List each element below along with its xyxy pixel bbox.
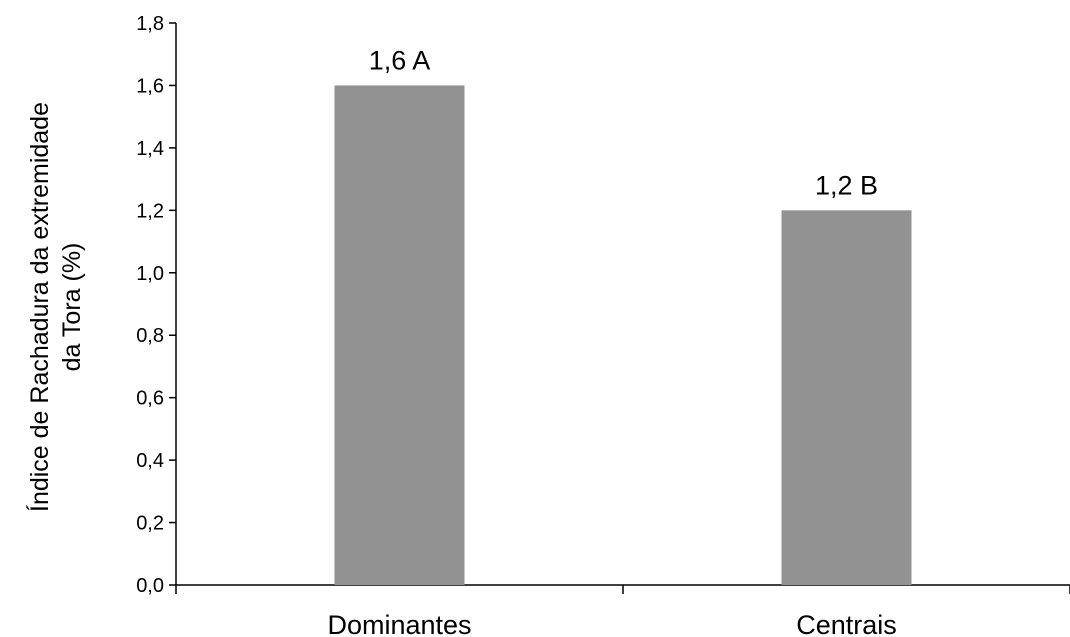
y-tick-label: 0,2 <box>136 513 164 535</box>
bar-centrais <box>781 210 912 586</box>
y-tick-label: 0,0 <box>136 575 164 597</box>
y-tick-label: 1,2 <box>136 200 164 222</box>
y-tick-label: 0,6 <box>136 388 164 410</box>
y-tick-label: 1,6 <box>136 75 164 97</box>
y-tick-label: 1,8 <box>136 13 164 35</box>
y-tick-label: 1,0 <box>136 263 164 285</box>
y-tick-label: 1,4 <box>136 138 164 160</box>
y-axis-title-line-1: Índice de Rachadura da extremidade <box>25 102 54 512</box>
plot-area: 0,0 0,2 0,4 0,6 0,8 1,0 1,2 1,4 1,6 1,8 1,6 A Domin… <box>136 13 1070 637</box>
data-label: 1,6 A <box>369 45 431 75</box>
y-tick-label: 0,8 <box>136 325 164 347</box>
bar-dominantes <box>334 85 465 585</box>
x-category-label: Centrais <box>796 610 897 637</box>
y-axis-title-line-2: da Tora (%) <box>58 243 86 372</box>
x-category-label: Dominantes <box>327 610 471 637</box>
data-label: 1,2 B <box>815 170 878 200</box>
y-tick-label: 0,4 <box>136 450 164 472</box>
